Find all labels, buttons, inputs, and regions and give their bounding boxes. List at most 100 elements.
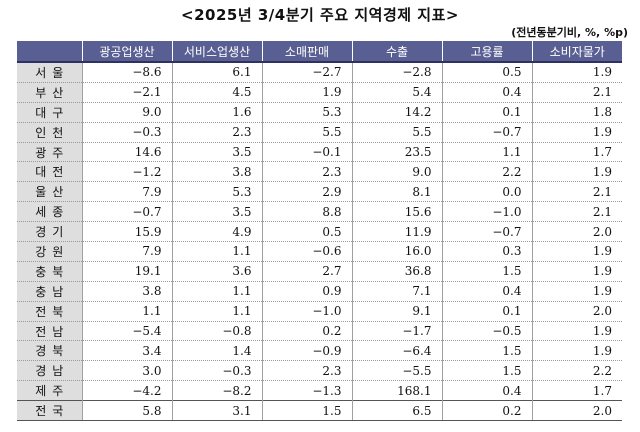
table-row: 충북 19.1 3.6 2.7 36.8 1.5 1.9 [17,261,622,282]
header-retail-sales: 소매판매 [261,41,352,63]
value-cell: 3.8 [81,281,172,302]
value-cell: 1.9 [531,161,622,183]
value-cell: −0.7 [81,201,172,223]
value-cell: −8.2 [171,380,262,402]
value-cell: 23.5 [351,142,442,163]
value-cell: 2.2 [531,360,622,382]
value-cell: 16.0 [351,241,442,262]
value-cell: 9.0 [81,102,172,123]
header-service-production: 서비스업생산 [171,41,262,63]
value-cell: 3.1 [171,400,262,422]
value-cell: 2.2 [441,161,532,183]
value-cell: 1.9 [261,82,352,103]
region-cell: 강원 [17,241,82,262]
header-row: 광공업생산 서비스업생산 소매판매 수출 고용률 소비자물가 [17,41,622,63]
value-cell: 7.9 [81,241,172,262]
value-cell: −8.6 [81,62,172,83]
region-cell: 광주 [17,142,82,163]
value-cell: 0.2 [261,321,352,342]
value-cell: 0.0 [441,181,532,203]
indicator-table: 광공업생산 서비스업생산 소매판매 수출 고용률 소비자물가 서울 −8.6 6.1… [17,41,622,422]
value-cell: 0.4 [441,281,532,302]
value-cell: 1.4 [171,340,262,362]
value-cell: 0.3 [441,241,532,262]
table-row: 제주 −4.2 −8.2 −1.3 168.1 0.4 1.7 [17,380,622,402]
region-cell: 경남 [17,360,82,382]
value-cell: 2.9 [261,181,352,203]
region-cell: 충남 [17,281,82,302]
region-cell: 제주 [17,380,82,402]
header-consumer-prices: 소비자물가 [531,41,622,63]
value-cell: 3.4 [81,340,172,362]
value-cell: 4.5 [171,82,262,103]
region-cell: 대구 [17,102,82,123]
value-cell: 1.5 [261,400,352,422]
table-row: 강원 7.9 1.1 −0.6 16.0 0.3 1.9 [17,241,622,262]
value-cell: 2.3 [171,122,262,143]
value-cell: 8.8 [261,201,352,223]
value-cell: 5.8 [81,400,172,422]
value-cell: 1.1 [171,301,262,322]
value-cell: −2.1 [81,82,172,103]
header-region [17,41,82,63]
region-cell: 전국 [17,400,82,422]
value-cell: −6.4 [351,340,442,362]
value-cell: −1.2 [81,161,172,183]
total-row: 전국 5.8 3.1 1.5 6.5 0.2 2.0 [17,400,622,422]
value-cell: 0.2 [441,400,532,422]
value-cell: 2.1 [531,201,622,223]
value-cell: 5.3 [171,181,262,203]
value-cell: 0.9 [261,281,352,302]
value-cell: 2.7 [261,261,352,282]
value-cell: 9.1 [351,301,442,322]
value-cell: 5.5 [351,122,442,143]
value-cell: 1.1 [81,301,172,322]
value-cell: −0.3 [81,122,172,143]
value-cell: −1.0 [261,301,352,322]
region-cell: 전남 [17,321,82,342]
table-row: 경북 3.4 1.4 −0.9 −6.4 1.5 1.9 [17,340,622,362]
table-row: 충남 3.8 1.1 0.9 7.1 0.4 1.9 [17,281,622,302]
table-row: 부산 −2.1 4.5 1.9 5.4 0.4 2.1 [17,82,622,103]
value-cell: −5.5 [351,360,442,382]
value-cell: 2.1 [531,82,622,103]
value-cell: 3.8 [171,161,262,183]
value-cell: 1.1 [441,142,532,163]
value-cell: 1.9 [531,241,622,262]
table-row: 광주 14.6 3.5 −0.1 23.5 1.1 1.7 [17,142,622,163]
value-cell: 2.0 [531,221,622,243]
value-cell: −0.9 [261,340,352,362]
value-cell: −0.5 [441,321,532,342]
value-cell: −1.0 [441,201,532,223]
value-cell: 0.4 [441,380,532,402]
value-cell: −2.8 [351,62,442,83]
value-cell: 1.9 [531,122,622,143]
value-cell: 1.5 [441,340,532,362]
value-cell: 1.1 [171,281,262,302]
value-cell: −0.1 [261,142,352,163]
value-cell: 1.9 [531,281,622,302]
table-row: 대전 −1.2 3.8 2.3 9.0 2.2 1.9 [17,161,622,183]
value-cell: 2.1 [531,181,622,203]
value-cell: 3.5 [171,142,262,163]
region-cell: 충북 [17,261,82,282]
value-cell: 1.9 [531,321,622,342]
value-cell: 6.1 [171,62,262,83]
value-cell: 36.8 [351,261,442,282]
value-cell: 2.3 [261,161,352,183]
value-cell: 1.9 [531,261,622,282]
value-cell: 14.2 [351,102,442,123]
value-cell: 1.9 [531,62,622,83]
value-cell: 1.8 [531,102,622,123]
value-cell: −0.7 [441,221,532,243]
value-cell: 1.5 [441,261,532,282]
value-cell: 11.9 [351,221,442,243]
value-cell: −0.8 [171,321,262,342]
value-cell: 0.5 [261,221,352,243]
value-cell: 8.1 [351,181,442,203]
value-cell: 7.1 [351,281,442,302]
value-cell: 5.5 [261,122,352,143]
value-cell: 5.3 [261,102,352,123]
table-row: 대구 9.0 1.6 5.3 14.2 0.1 1.8 [17,102,622,123]
header-exports: 수출 [351,41,442,63]
